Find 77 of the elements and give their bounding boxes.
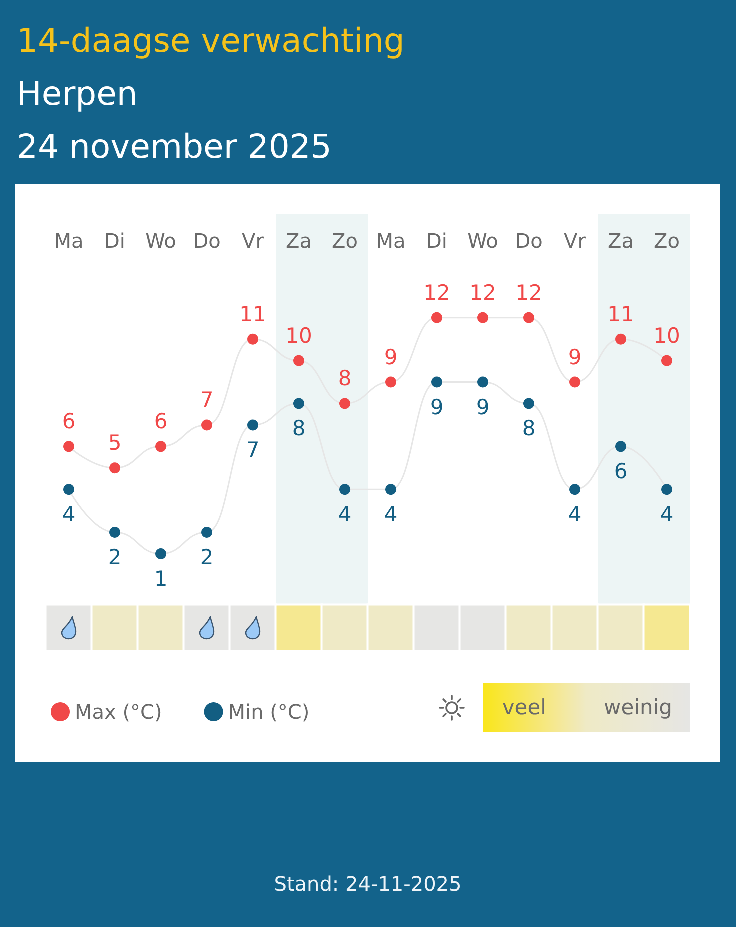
point <box>156 548 166 560</box>
legend-label: Min (°C) <box>228 700 310 724</box>
data-label: 7 <box>246 438 260 462</box>
color-bar-label: weinig <box>604 696 672 720</box>
x-tick-label: Zo <box>654 229 680 253</box>
data-label: 4 <box>660 502 674 527</box>
x-tick-label: Di <box>104 229 126 253</box>
point <box>248 334 258 345</box>
point <box>156 441 166 452</box>
data-label: 4 <box>568 502 582 527</box>
data-label: 6 <box>154 410 168 434</box>
data-label: 9 <box>568 345 582 370</box>
point <box>432 376 442 388</box>
data-label: 4 <box>384 502 398 527</box>
data-label: 10 <box>286 324 312 348</box>
point <box>202 527 212 538</box>
data-label: 12 <box>470 280 496 305</box>
point <box>64 441 74 452</box>
point <box>386 484 396 496</box>
point <box>110 527 120 538</box>
point <box>662 484 672 496</box>
x-tick-label: Zo <box>332 229 358 253</box>
point <box>570 376 580 388</box>
point <box>248 420 258 431</box>
x-tick-label: Vr <box>564 229 587 253</box>
data-label: 12 <box>424 280 450 305</box>
data-label: 8 <box>338 366 352 391</box>
x-tick-label: Do <box>515 229 543 253</box>
point <box>202 420 212 431</box>
x-tick-label: Wo <box>468 229 498 253</box>
data-label: 11 <box>608 302 634 326</box>
data-label: 6 <box>62 410 76 434</box>
x-tick-label: Za <box>608 229 634 253</box>
data-label: 1 <box>154 567 168 591</box>
chart-title: 14-daagse verwachting <box>17 20 405 62</box>
point <box>570 484 580 496</box>
point <box>340 484 350 496</box>
x-tick-label: Wo <box>146 229 176 253</box>
data-label: 9 <box>430 395 444 420</box>
data-label: 8 <box>292 416 306 441</box>
legend-label: Max (°C) <box>75 700 162 724</box>
data-label: 11 <box>240 302 266 326</box>
chart-subtitle: Herpen 24 november 2025 <box>17 73 332 168</box>
point <box>294 355 304 366</box>
data-label: 7 <box>200 388 214 412</box>
text: Stand: 24-11-2025 <box>273 872 463 896</box>
data-label: 9 <box>476 395 490 420</box>
data-label: 9 <box>384 345 398 370</box>
x-tick-label: Vr <box>242 229 265 253</box>
data-label: 5 <box>108 431 122 456</box>
point <box>386 376 396 388</box>
data-label: 6 <box>614 460 628 484</box>
point <box>616 441 626 452</box>
point <box>524 398 534 410</box>
point <box>478 312 488 324</box>
color-bar-label: veel <box>502 696 546 720</box>
data-label: 2 <box>200 546 214 570</box>
x-tick-label: Ma <box>376 229 406 253</box>
point <box>616 334 626 345</box>
point <box>524 312 534 324</box>
data-label: 2 <box>108 546 122 570</box>
point <box>662 355 672 366</box>
data-label: 4 <box>338 502 352 527</box>
data-label: 4 <box>62 502 76 527</box>
data-label: 12 <box>516 280 542 305</box>
point <box>110 462 120 474</box>
data-label: 10 <box>654 324 680 348</box>
point <box>478 376 488 388</box>
point <box>294 398 304 410</box>
data-label: 8 <box>522 416 536 441</box>
x-tick-label: Za <box>286 229 312 253</box>
point <box>432 312 442 324</box>
x-tick-label: Do <box>193 229 221 253</box>
point <box>64 484 74 496</box>
x-tick-label: Di <box>426 229 448 253</box>
point <box>340 398 350 410</box>
x-tick-label: Ma <box>54 229 84 253</box>
